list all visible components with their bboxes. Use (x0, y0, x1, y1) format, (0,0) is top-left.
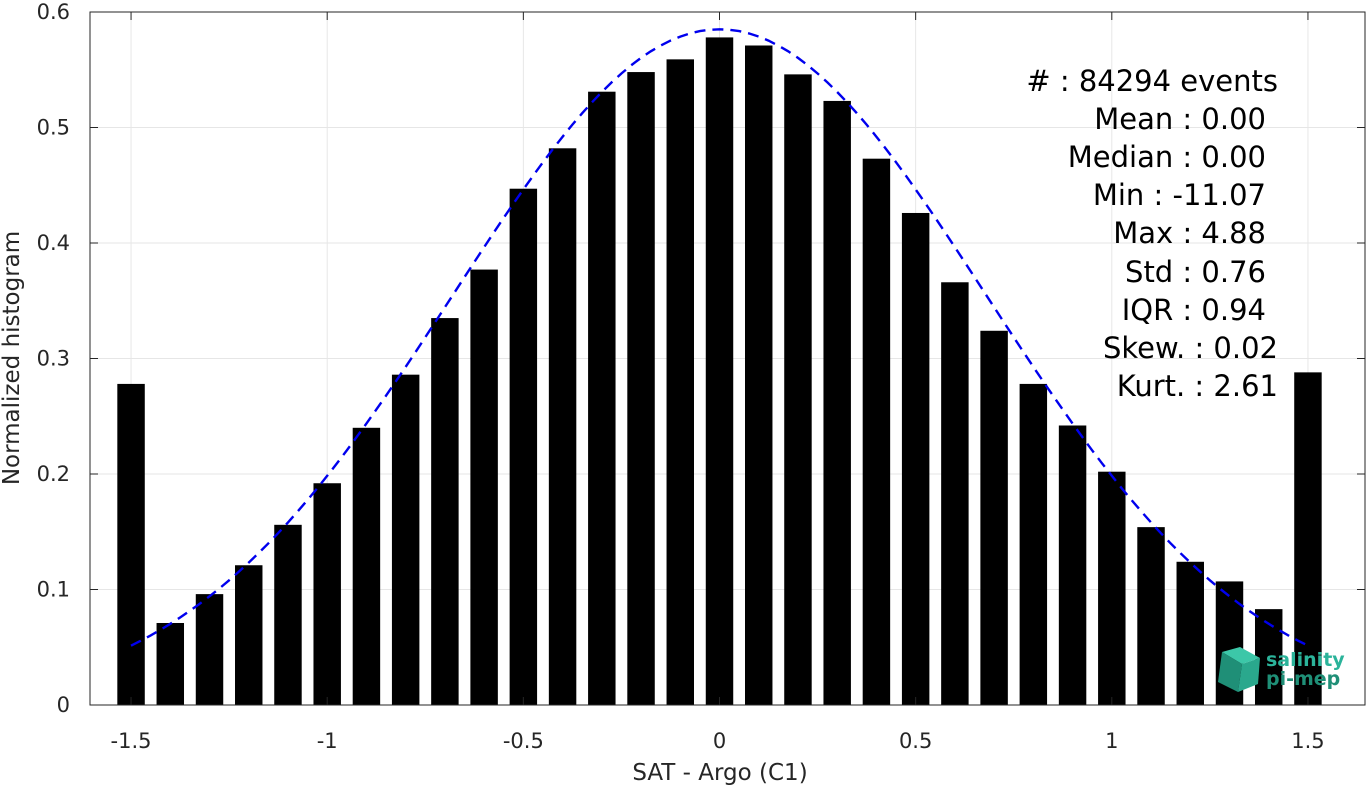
histogram-bars (117, 37, 1322, 706)
histogram-bar (941, 282, 969, 705)
histogram-bar (235, 565, 263, 705)
histogram-bar (1137, 527, 1165, 705)
histogram-bar (784, 74, 812, 706)
histogram-bar (588, 91, 616, 705)
x-tick-labels: -1.5 -1 -0.5 0 0.5 1 1.5 (111, 729, 1325, 753)
histogram-bar (156, 622, 185, 705)
histogram-bar (862, 158, 891, 705)
histogram-bar (391, 374, 420, 705)
histogram-bar (1098, 471, 1126, 705)
x-axis-label: SAT - Argo (C1) (632, 760, 807, 786)
stat-skewness: Skew. : 0.02 (1103, 331, 1278, 365)
logo-line-2: pi-mep (1266, 668, 1340, 690)
x-tick-label: -0.5 (503, 729, 544, 753)
y-tick-label: 0.6 (37, 0, 70, 24)
stat-max: Max : 4.88 (1113, 216, 1266, 250)
x-tick-label: -1.5 (111, 729, 152, 753)
y-tick-label: 0 (57, 693, 70, 717)
x-tick-label: 0.5 (899, 729, 932, 753)
histogram-bar (509, 188, 538, 706)
histogram-bar (1058, 425, 1087, 705)
histogram-bar (431, 318, 459, 705)
x-tick-label: 1 (1105, 729, 1118, 753)
histogram-bar (352, 427, 381, 705)
y-tick-labels: 0 0.1 0.2 0.3 0.4 0.5 0.6 (37, 0, 70, 717)
histogram-bar (627, 72, 655, 705)
histogram-bar (313, 483, 341, 705)
cube-icon (1218, 647, 1260, 692)
histogram-bar (1176, 561, 1204, 705)
histogram-bar (980, 330, 1008, 705)
histogram-bar (195, 594, 224, 705)
axis-ticks (90, 11, 1365, 706)
stat-kurtosis: Kurt. : 2.61 (1117, 369, 1278, 403)
gaussian-fit-curve (130, 28, 1309, 647)
y-tick-label: 0.3 (37, 347, 70, 371)
histogram-bar (470, 269, 498, 705)
y-tick-label: 0.2 (37, 462, 70, 486)
stat-median: Median : 0.00 (1068, 140, 1266, 174)
histogram-bar (1019, 383, 1048, 705)
histogram-bar (705, 37, 734, 706)
stat-min: Min : -11.07 (1093, 178, 1266, 212)
stats-box: # : 84294 events Mean : 0.00 Median : 0.… (1026, 64, 1278, 403)
stat-std: Std : 0.76 (1125, 255, 1266, 289)
y-tick-label: 0.4 (37, 231, 70, 255)
stat-mean: Mean : 0.00 (1094, 102, 1266, 136)
histogram-bar (1294, 372, 1322, 705)
histogram-bar (744, 45, 773, 706)
x-tick-label: -1 (317, 729, 338, 753)
histogram-bar (548, 148, 577, 706)
stat-events: # : 84294 events (1026, 64, 1278, 98)
histogram-bar (117, 383, 145, 705)
y-tick-label: 0.1 (37, 578, 70, 602)
stat-iqr: IQR : 0.94 (1122, 293, 1266, 327)
logo-line-1: salinity (1266, 649, 1345, 671)
histogram-bar (666, 59, 695, 706)
histogram-bar (901, 212, 930, 705)
histogram-bar (274, 524, 302, 705)
x-tick-label: 1.5 (1291, 729, 1324, 753)
y-tick-label: 0.5 (37, 116, 70, 140)
histogram-bar (823, 100, 851, 705)
y-axis-label: Normalized histogram (0, 231, 25, 485)
salinity-pimep-logo: salinity pi-mep (1218, 647, 1345, 692)
x-tick-label: 0 (713, 729, 726, 753)
